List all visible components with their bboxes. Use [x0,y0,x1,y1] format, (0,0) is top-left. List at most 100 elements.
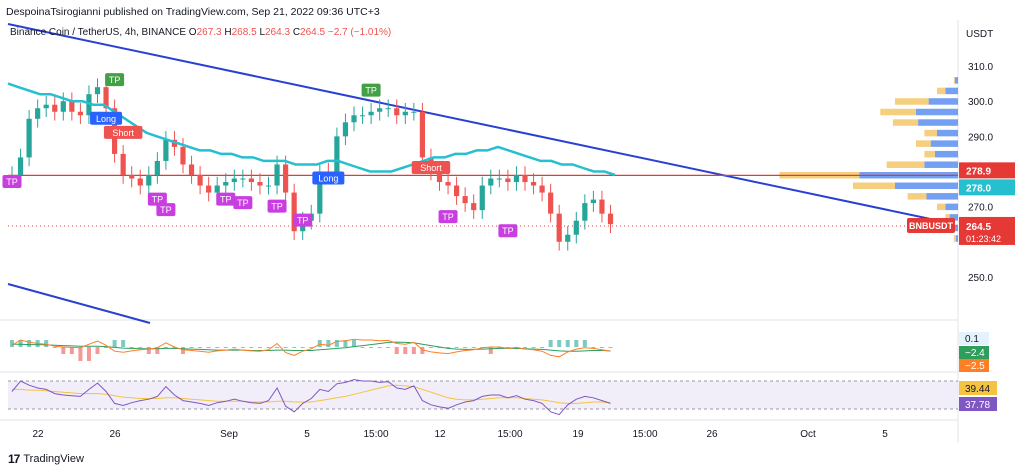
candle-body [163,139,169,161]
macd-histogram-bar [309,347,314,348]
vp-buy-bar [918,119,958,126]
macd-histogram-bar [377,347,382,348]
candle-body [419,111,425,158]
signal-tp-label: TP [220,195,232,205]
vp-buy-bar [949,214,958,221]
change-value: −2.7 (−1.01%) [327,27,392,38]
vp-sell-bar [924,129,937,137]
ticker-tag-bg [907,217,955,233]
vp-sell-bar [953,77,955,84]
vp-sell-bar [945,214,950,221]
vp-buy-bar [937,129,958,137]
macd-histogram-bar [266,347,271,348]
y-tick-label: 290.0 [968,132,993,143]
macd-histogram-bar [488,347,493,354]
y-tick-label: 300.0 [968,97,993,108]
macd-histogram-bar [223,347,228,348]
rsi-pane: 39.44 37.78 [8,379,997,416]
tradingview-brand[interactable]: 17 TradingView [8,452,84,466]
macd-histogram-bar [69,347,74,354]
candle-body [154,160,160,175]
close-label: C [292,27,301,38]
rsi-value-bg [959,397,997,411]
signal-tp-bg [2,175,22,189]
candle-body [291,192,297,232]
vp-buy-bar [895,182,958,190]
candle-body [94,87,101,95]
currency-unit: USDT [966,29,994,40]
macd-histogram-bar [189,347,194,348]
candle-body [488,178,494,186]
candle-body [530,182,537,186]
candle-body [206,185,212,193]
vp-sell-bar [892,119,919,126]
macd-histogram-bar [215,347,220,348]
x-tick-label: 15:00 [497,429,522,440]
signal-tp-bg [498,224,518,238]
signal-tp-label: TP [271,202,283,212]
open-value: 267.3 [196,27,222,38]
candle-body [214,185,220,193]
candle-body [394,108,400,116]
high-value: 268.5 [231,27,257,38]
macd-histogram-bar [582,340,587,347]
vp-sell-bar [937,203,946,211]
macd-value-bg [959,346,989,359]
macd-histogram-bar [146,347,151,354]
candle-body [539,185,545,193]
candle-body [607,213,614,225]
macd-histogram-bar [454,347,459,348]
x-tick-label: 26 [109,429,121,440]
signal-tp-label: TP [237,198,249,208]
x-tick-label: 19 [572,429,584,440]
macd-histogram-bar [198,347,203,348]
macd-histogram-bar [240,347,245,348]
macd-histogram-bar [78,347,83,361]
candle-body [342,122,349,137]
macd-histogram-bar [275,347,280,348]
signal-long-bg [312,171,345,185]
signal-tp-bg [293,213,313,227]
candle-body [248,178,254,183]
vp-buy-bar [945,87,958,95]
signal-tp_green-bg [105,73,125,87]
signal-tp-bg [147,192,167,206]
vp-sell-bar [916,140,931,147]
signal-tp-label: TP [160,205,172,215]
macd-histogram-bar [369,347,374,348]
last-price-bg [959,216,1015,245]
candle-body [548,192,554,214]
macd-histogram-bar [608,347,613,348]
candle-body [77,111,83,116]
macd-line [11,338,611,358]
candle-body [223,182,229,186]
candle-body [522,175,528,183]
low-label: L [259,27,265,38]
macd-histogram-bar [27,340,32,347]
candle-body [496,178,502,180]
signal-short-bg [103,125,143,139]
macd-histogram-bar [104,347,109,348]
candle-body [257,182,263,186]
signal-tp-label: TP [442,212,454,222]
rsi-value-bg [959,381,997,395]
vp-sell-bar [880,108,916,116]
candle-body [197,175,203,186]
candle-body [436,171,443,183]
macd-histogram-bar [257,347,262,348]
macd-histogram-bar [599,347,604,348]
macd-histogram-bar [138,347,143,348]
macd-histogram-bar [129,347,134,348]
macd-histogram-bar [386,347,391,348]
x-tick-label: 5 [304,429,310,440]
candle-body [599,199,605,214]
candle-body [505,178,511,183]
candle-body [462,196,468,204]
vp-buy-bar [945,203,958,211]
open-label: O [188,27,197,38]
candle-body [454,185,460,197]
signal-short-bg [411,160,451,174]
candle-body [26,118,32,158]
macd-histogram-bar [394,347,399,354]
